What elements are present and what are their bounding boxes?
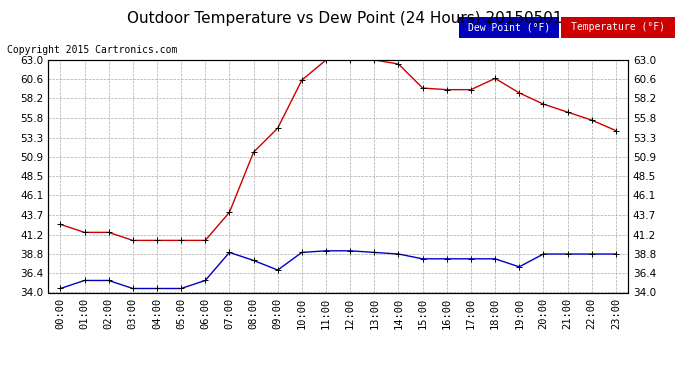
Text: Temperature (°F): Temperature (°F) [571, 22, 665, 32]
Text: Outdoor Temperature vs Dew Point (24 Hours) 20150501: Outdoor Temperature vs Dew Point (24 Hou… [127, 11, 563, 26]
Text: Dew Point (°F): Dew Point (°F) [468, 22, 550, 32]
Text: Copyright 2015 Cartronics.com: Copyright 2015 Cartronics.com [7, 45, 177, 55]
